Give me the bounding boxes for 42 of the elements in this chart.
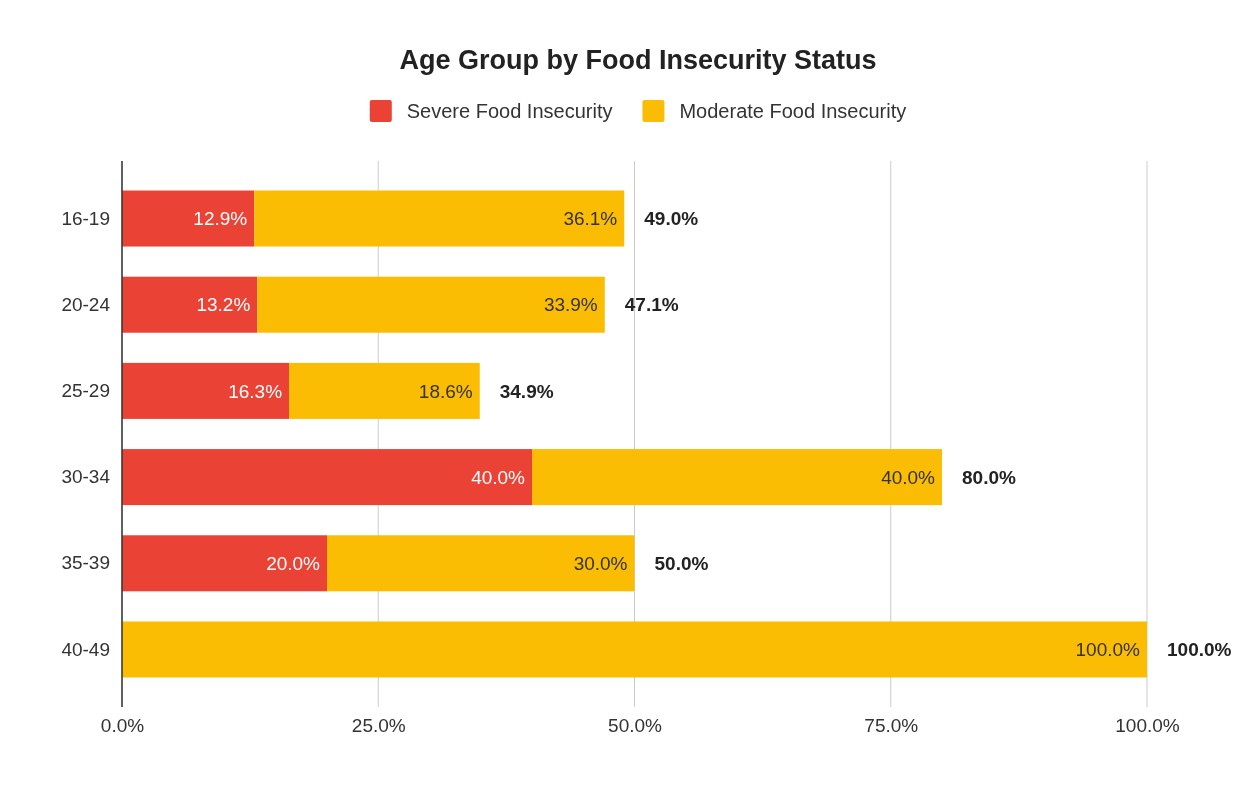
chart-title: Age Group by Food Insecurity Status xyxy=(399,45,877,75)
data-label: 40.0% xyxy=(471,466,526,488)
bar xyxy=(122,190,255,247)
bar xyxy=(327,535,635,592)
x-tick-label: 25.0% xyxy=(351,715,406,737)
x-tick-label: 75.0% xyxy=(864,715,919,737)
bar xyxy=(122,276,258,333)
legend-label: Moderate Food Insecurity xyxy=(679,100,907,122)
total-label: 34.9% xyxy=(499,380,554,402)
data-label: 16.3% xyxy=(228,380,283,402)
bar xyxy=(122,535,327,592)
bar xyxy=(289,362,480,419)
data-label: 20.0% xyxy=(266,552,321,574)
data-label: 40.0% xyxy=(881,466,936,488)
legend-label: Severe Food Insecurity xyxy=(406,100,613,122)
data-label: 36.1% xyxy=(563,208,618,230)
y-tick-label: 40-49 xyxy=(61,638,110,660)
data-label: 12.9% xyxy=(193,208,248,230)
data-label: 33.9% xyxy=(543,294,598,316)
bar xyxy=(122,449,532,506)
data-label: 30.0% xyxy=(573,552,628,574)
bar xyxy=(254,190,625,247)
data-label: 100.0% xyxy=(1075,639,1141,661)
y-tick-label: 35-39 xyxy=(61,552,110,574)
total-label: 49.0% xyxy=(644,208,699,230)
y-tick-label: 20-24 xyxy=(61,293,111,315)
data-label: 18.6% xyxy=(418,380,473,402)
data-label: 13.2% xyxy=(196,294,251,316)
total-label: 80.0% xyxy=(962,466,1016,488)
bar xyxy=(122,621,1147,678)
total-label: 50.0% xyxy=(654,552,709,574)
y-tick-label: 25-29 xyxy=(61,379,110,401)
x-tick-label: 50.0% xyxy=(608,715,663,737)
total-label: 47.1% xyxy=(624,294,679,316)
x-tick-label: 100.0% xyxy=(1115,715,1180,737)
bar xyxy=(257,276,605,333)
x-tick-label: 0.0% xyxy=(100,715,145,737)
bar xyxy=(122,362,290,419)
bar xyxy=(532,449,942,506)
y-tick-label: 30-34 xyxy=(61,466,111,488)
total-label: 100.0% xyxy=(1167,639,1232,661)
y-tick-label: 16-19 xyxy=(61,207,110,229)
